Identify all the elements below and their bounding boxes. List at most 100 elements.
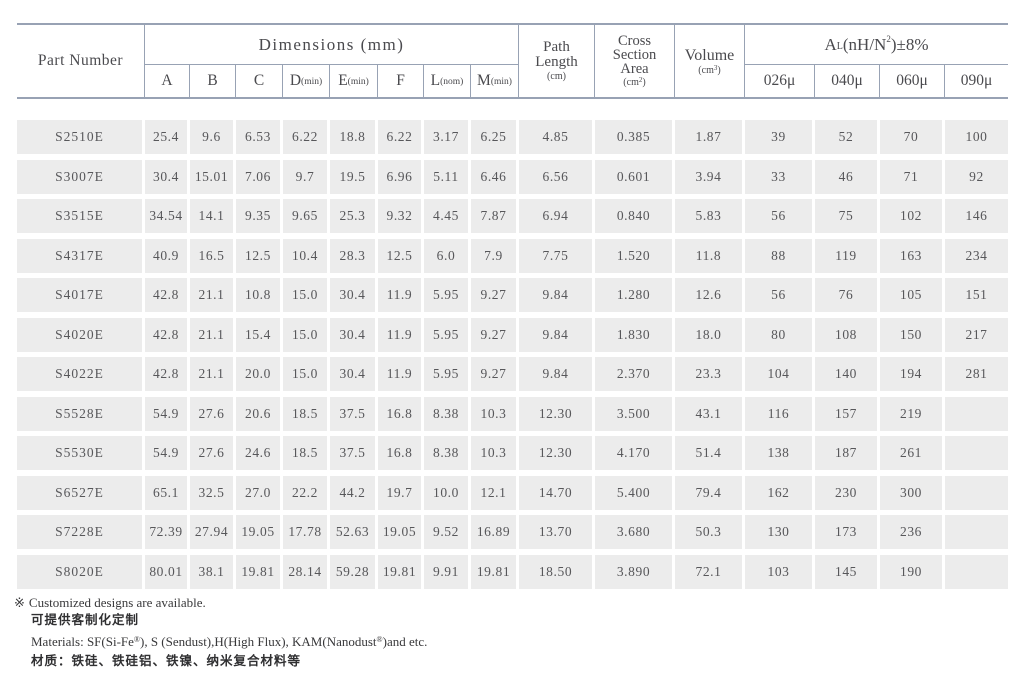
table-cell: 92 — [945, 159, 1008, 194]
table-cell: 5.400 — [595, 475, 675, 510]
table-cell: 146 — [945, 199, 1008, 233]
table-cell: 16.8 — [378, 396, 424, 431]
table-row: S6527E 65.1 32.5 27.0 22.2 44.2 19.7 10.0 12.1 14… — [17, 475, 1008, 510]
table-cell: 162 — [745, 475, 815, 510]
part-number-cell: S4022E — [17, 357, 145, 391]
header-dimensions: Dimensions (mm) — [145, 25, 519, 65]
registered-mark: ® — [133, 635, 140, 644]
table-cell: 12.6 — [675, 278, 745, 312]
table-cell: 18.50 — [519, 554, 595, 589]
table-cell: 0.840 — [595, 199, 675, 233]
spec-table: Part Number Dimensions (mm) A B C D (min)… — [17, 23, 1008, 594]
table-cell: 52.63 — [330, 515, 378, 549]
table-cell: 9.84 — [519, 357, 595, 391]
table-cell: 5.95 — [424, 278, 471, 312]
table-cell: 18.5 — [283, 436, 330, 470]
footer-notes: ※ Customized designs are available. 可提供客制… — [14, 595, 774, 668]
table-cell: 13.70 — [519, 515, 595, 549]
part-number-cell: S3007E — [17, 159, 145, 194]
table-cell: 217 — [945, 317, 1008, 352]
table-cell: 19.05 — [236, 515, 283, 549]
table-cell: 43.1 — [675, 396, 745, 431]
table-cell: 42.8 — [145, 357, 190, 391]
table-cell: 6.22 — [283, 120, 330, 154]
table-cell: 9.35 — [236, 199, 283, 233]
table-cell: 234 — [945, 238, 1008, 273]
table-cell: 76 — [815, 278, 880, 312]
table-cell: 7.06 — [236, 159, 283, 194]
header-col-060u: 060μ — [880, 65, 945, 97]
table-row: S3515E 34.54 14.1 9.35 9.65 25.3 9.32 4.45 7.87 6… — [17, 199, 1008, 233]
note-materials-cn: 材质：铁硅、铁硅铝、铁镍、纳米复合材料等 — [31, 653, 302, 668]
header-volume: Volume (cm 3) — [675, 25, 745, 97]
table-cell: 10.3 — [471, 436, 519, 470]
table-cell: 138 — [745, 436, 815, 470]
table-cell: 194 — [880, 357, 945, 391]
table-cell: 6.53 — [236, 120, 283, 154]
table-cell — [945, 515, 1008, 549]
table-cell: 6.94 — [519, 199, 595, 233]
table-cell: 27.94 — [190, 515, 236, 549]
al-pre: A — [824, 34, 837, 54]
table-cell: 102 — [880, 199, 945, 233]
table-cell: 51.4 — [675, 436, 745, 470]
table-cell: 72.39 — [145, 515, 190, 549]
table-cell: 19.81 — [471, 554, 519, 589]
table-cell: 9.91 — [424, 554, 471, 589]
header-al-value: A L (nH/N 2)±8% — [745, 25, 1008, 65]
part-number-cell: S7228E — [17, 515, 145, 549]
table-cell: 80.01 — [145, 554, 190, 589]
header-dimensions-label: Dimensions (mm) — [258, 34, 405, 54]
table-cell: 1.280 — [595, 278, 675, 312]
table-cell: 3.890 — [595, 554, 675, 589]
table-cell: 6.0 — [424, 238, 471, 273]
part-number-cell: S2510E — [17, 120, 145, 154]
table-cell: 140 — [815, 357, 880, 391]
col-label: B — [207, 71, 218, 89]
table-cell: 33 — [745, 159, 815, 194]
table-cell: 59.28 — [330, 554, 378, 589]
header-unit: (cm 2) — [623, 76, 646, 88]
table-cell: 75 — [815, 199, 880, 233]
table-cell: 1.87 — [675, 120, 745, 154]
table-cell: 79.4 — [675, 475, 745, 510]
header-col-b: B — [190, 65, 236, 97]
note-text: ), S (Sendust),H(High Flux), KAM(Nanodus… — [140, 634, 377, 649]
table-cell: 30.4 — [330, 278, 378, 312]
table-cell: 16.5 — [190, 238, 236, 273]
note-customized-cn: 可提供客制化定制 — [31, 612, 140, 627]
part-number-cell: S6527E — [17, 475, 145, 510]
table-cell: 27.0 — [236, 475, 283, 510]
col-label: 040μ — [831, 71, 863, 89]
header-col-f: F — [378, 65, 424, 97]
reference-mark: ※ — [14, 595, 25, 610]
table-cell: 19.81 — [236, 554, 283, 589]
table-cell — [945, 396, 1008, 431]
table-cell: 37.5 — [330, 436, 378, 470]
table-cell: 103 — [745, 554, 815, 589]
table-cell: 52 — [815, 120, 880, 154]
table-cell: 3.680 — [595, 515, 675, 549]
table-cell: 42.8 — [145, 317, 190, 352]
table-cell: 8.38 — [424, 436, 471, 470]
table-cell: 34.54 — [145, 199, 190, 233]
table-cell: 7.9 — [471, 238, 519, 273]
table-cell: 15.0 — [283, 317, 330, 352]
table-cell: 30.4 — [330, 357, 378, 391]
table-cell: 5.11 — [424, 159, 471, 194]
table-cell: 151 — [945, 278, 1008, 312]
table-cell: 173 — [815, 515, 880, 549]
col-sublabel: (min) — [490, 77, 512, 88]
table-cell: 10.8 — [236, 278, 283, 312]
col-label: 060μ — [896, 71, 928, 89]
part-number-cell: S5528E — [17, 396, 145, 431]
table-row: S8020E 80.01 38.1 19.81 28.14 59.28 19.81 9.91 1… — [17, 554, 1008, 589]
table-cell: 12.30 — [519, 436, 595, 470]
table-cell: 9.27 — [471, 357, 519, 391]
table-cell: 104 — [745, 357, 815, 391]
table-cell: 0.385 — [595, 120, 675, 154]
col-label: 090μ — [960, 71, 993, 89]
table-cell: 3.500 — [595, 396, 675, 431]
table-cell: 32.5 — [190, 475, 236, 510]
col-label: 026μ — [763, 71, 796, 89]
